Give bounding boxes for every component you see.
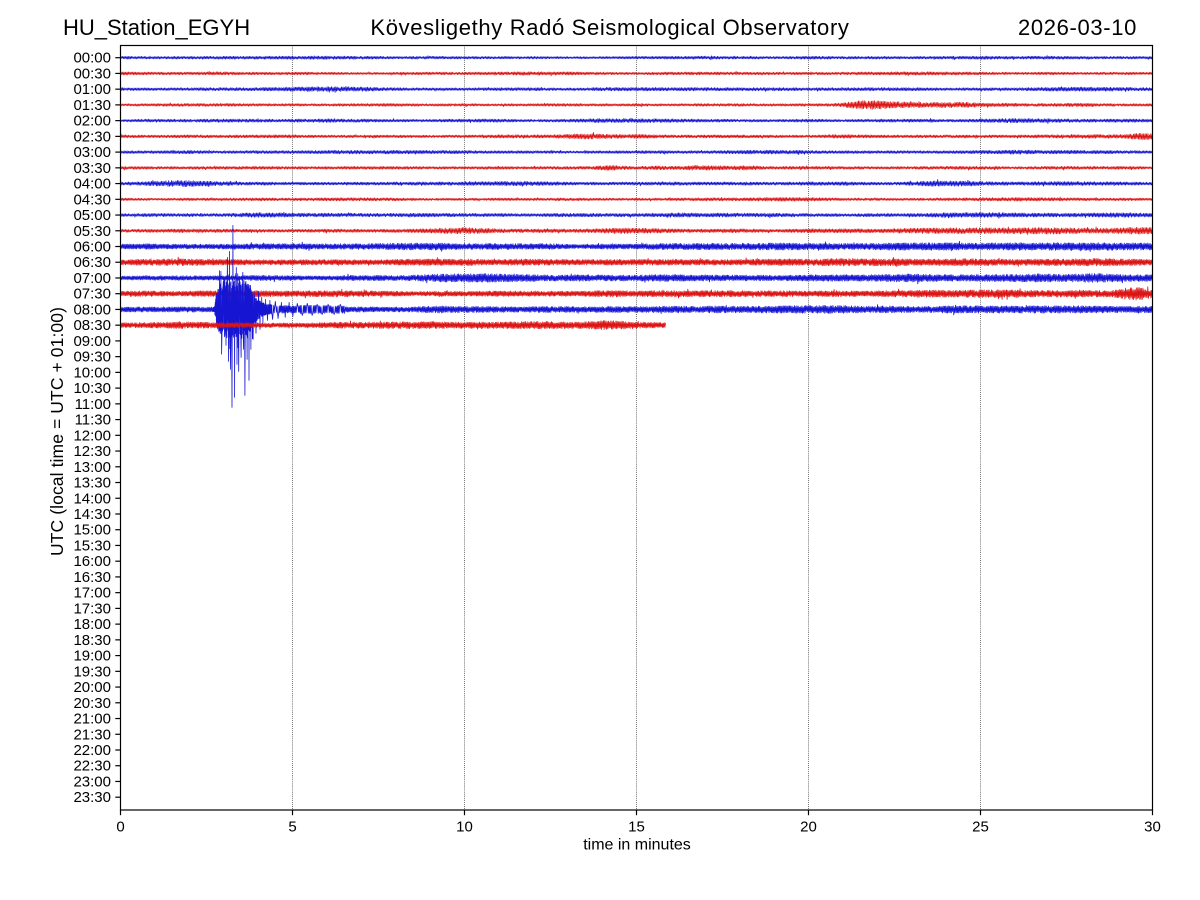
- svg-text:01:00: 01:00: [73, 81, 111, 98]
- svg-text:0: 0: [116, 819, 124, 836]
- svg-text:15:30: 15:30: [73, 537, 111, 554]
- svg-text:04:00: 04:00: [73, 176, 111, 193]
- svg-text:10:00: 10:00: [73, 364, 111, 381]
- svg-text:04:30: 04:30: [73, 191, 111, 208]
- svg-text:23:00: 23:00: [73, 773, 111, 790]
- svg-text:22:30: 22:30: [73, 758, 111, 775]
- svg-text:01:30: 01:30: [73, 97, 111, 114]
- svg-text:11:30: 11:30: [75, 412, 111, 429]
- svg-text:23:30: 23:30: [73, 789, 111, 806]
- svg-text:UTC (local time = UTC + 01:00): UTC (local time = UTC + 01:00): [47, 307, 67, 556]
- svg-text:18:00: 18:00: [73, 616, 111, 633]
- svg-text:03:00: 03:00: [73, 144, 111, 161]
- svg-text:07:00: 07:00: [73, 270, 111, 287]
- svg-text:10: 10: [456, 819, 473, 836]
- svg-text:20:00: 20:00: [73, 679, 111, 696]
- svg-text:18:30: 18:30: [73, 632, 111, 649]
- svg-text:12:30: 12:30: [73, 443, 111, 460]
- svg-text:20: 20: [800, 819, 817, 836]
- svg-text:time in minutes: time in minutes: [583, 837, 691, 854]
- svg-text:16:00: 16:00: [73, 553, 111, 570]
- svg-text:08:30: 08:30: [73, 317, 111, 334]
- svg-text:25: 25: [972, 819, 989, 836]
- svg-text:13:30: 13:30: [73, 475, 111, 492]
- svg-text:20:30: 20:30: [73, 695, 111, 712]
- svg-text:15: 15: [628, 819, 645, 836]
- svg-text:06:00: 06:00: [73, 239, 111, 256]
- svg-text:16:30: 16:30: [73, 569, 111, 586]
- svg-text:10:30: 10:30: [73, 380, 111, 397]
- svg-text:17:30: 17:30: [73, 600, 111, 617]
- svg-text:09:00: 09:00: [73, 333, 111, 350]
- svg-text:00:00: 00:00: [73, 50, 111, 67]
- svg-text:5: 5: [288, 819, 296, 836]
- svg-text:14:30: 14:30: [73, 506, 111, 523]
- svg-text:14:00: 14:00: [73, 490, 111, 507]
- svg-text:03:30: 03:30: [73, 160, 111, 177]
- svg-text:08:00: 08:00: [73, 301, 111, 318]
- svg-text:07:30: 07:30: [73, 286, 111, 303]
- svg-text:2026-03-10: 2026-03-10: [1018, 15, 1137, 40]
- svg-text:11:00: 11:00: [75, 396, 111, 413]
- svg-text:HU_Station_EGYH: HU_Station_EGYH: [63, 15, 250, 40]
- svg-text:17:00: 17:00: [73, 585, 111, 602]
- svg-text:Kövesligethy Radó Seismologica: Kövesligethy Radó Seismological Observat…: [370, 15, 849, 40]
- svg-text:05:30: 05:30: [73, 223, 111, 240]
- svg-text:02:30: 02:30: [73, 128, 111, 145]
- svg-text:09:30: 09:30: [73, 349, 111, 366]
- svg-text:00:30: 00:30: [73, 65, 111, 82]
- svg-text:21:30: 21:30: [73, 726, 111, 743]
- svg-text:30: 30: [1144, 819, 1161, 836]
- svg-text:12:00: 12:00: [73, 427, 111, 444]
- svg-text:15:00: 15:00: [73, 522, 111, 539]
- svg-text:22:00: 22:00: [73, 742, 111, 759]
- svg-text:05:00: 05:00: [73, 207, 111, 224]
- svg-text:21:00: 21:00: [73, 711, 111, 728]
- svg-text:06:30: 06:30: [73, 254, 111, 271]
- svg-text:13:00: 13:00: [73, 459, 111, 476]
- svg-text:02:00: 02:00: [73, 113, 111, 130]
- svg-text:19:30: 19:30: [73, 663, 111, 680]
- svg-text:19:00: 19:00: [73, 648, 111, 665]
